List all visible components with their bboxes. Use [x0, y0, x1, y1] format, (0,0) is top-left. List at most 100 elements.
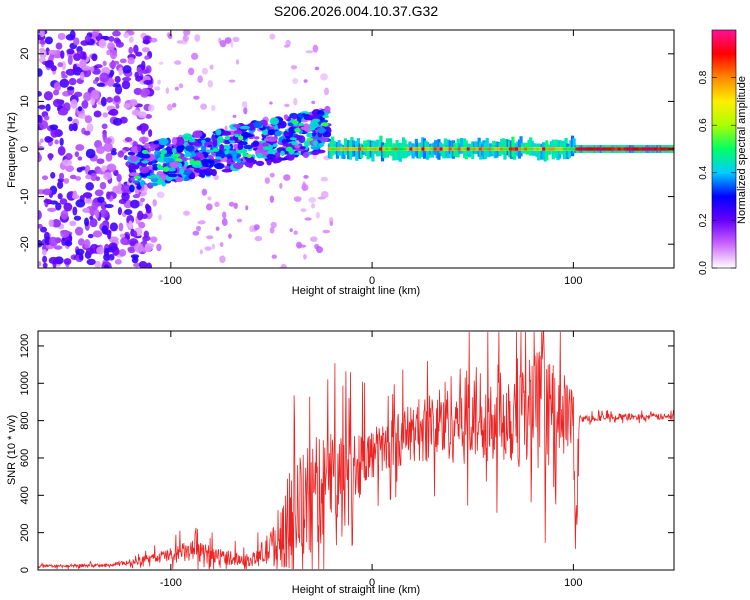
spectrogram-cell: [235, 59, 240, 65]
spectrogram-cell: [59, 78, 70, 88]
spectrogram-cell: [450, 146, 454, 159]
spectrogram-cell: [350, 137, 354, 156]
snr-x-label: Height of straight line (km): [292, 584, 420, 596]
spectrogram-cell: [293, 230, 298, 235]
spectrogram-cell: [94, 76, 100, 82]
spectrogram-cell: [38, 146, 45, 151]
spectrogram-cell: [85, 148, 96, 159]
spectrogram-cell: [519, 136, 523, 157]
spectrogram-cell: [393, 144, 398, 160]
x-tick-label: 100: [564, 577, 582, 589]
spectrogram-cell: [142, 39, 150, 45]
spectrogram-cell: [83, 92, 92, 102]
spectrogram-cell: [137, 210, 144, 221]
spectrogram-cell: [138, 221, 146, 229]
spectrogram-cell: [63, 102, 71, 112]
spectrogram-cell: [287, 122, 294, 127]
spectrogram-cell: [237, 135, 244, 141]
spectrogram-cell: [103, 264, 110, 268]
spectrogram-cell: [102, 112, 109, 118]
spectrogram-cell: [232, 154, 237, 162]
spectrogram-cell: [201, 67, 208, 75]
spectrogram-cell: [57, 109, 68, 116]
spectrogram-cell: [493, 145, 497, 159]
spectrogram-cell: [215, 129, 222, 136]
spectrogram-cell: [209, 64, 214, 70]
spectrogram-cell: [484, 142, 488, 160]
spectrogram-cell: [511, 136, 515, 158]
spectrogram-cell: [58, 172, 65, 180]
spectrogram-cell: [372, 140, 377, 152]
spectrogram-cell: [138, 260, 148, 268]
spectrogram-cell: [236, 157, 242, 164]
colorbar: 0.0 0.2 0.4 0.6 0.8 Normalized spectral ampl…: [698, 29, 748, 275]
spectrogram-cell: [322, 229, 331, 234]
spectrogram-cell: [300, 208, 307, 213]
spectrogram-cell: [123, 32, 130, 39]
y-tick-label: 1000: [19, 371, 31, 395]
spectrogram-cell: [48, 256, 59, 265]
spectrogram-cell: [105, 152, 113, 162]
spectrogram-cell: [178, 83, 184, 89]
spectrogram-cell: [212, 140, 218, 148]
spectrogram-cell: [303, 174, 309, 179]
spectrogram-cell: [274, 130, 282, 137]
x-tick-label: -100: [160, 275, 182, 287]
spectrogram-cell: [311, 151, 320, 156]
spectrogram-cell: [413, 145, 417, 157]
spectrogram-cell: [291, 120, 299, 125]
spectrogram-cell: [194, 34, 201, 42]
spectrogram-cell: [283, 44, 290, 48]
spectrogram-cell: [175, 176, 184, 183]
spectrogram-cell: [74, 226, 84, 236]
spectrogram-cell: [269, 195, 275, 203]
y-tick-label: 1200: [19, 334, 31, 358]
spectrogram-cell: [283, 114, 289, 120]
spectrogram-cell: [103, 172, 113, 181]
spectrogram-cell: [200, 169, 208, 174]
spectrogram-cell: [185, 151, 192, 158]
spectrogram-cell: [48, 219, 55, 227]
spectrogram-cell: [435, 144, 439, 159]
spectrogram-cell: [199, 249, 203, 255]
spectrogram-cell: [149, 37, 158, 43]
spectrogram-cell: [140, 197, 146, 203]
spectrogram-plot-area: [38, 30, 674, 268]
spectrogram-cell: [189, 158, 195, 165]
spectrogram-cell: [91, 53, 98, 62]
spectrogram-cell: [42, 188, 53, 196]
spectrogram-cell: [72, 206, 78, 216]
spectrogram-cell: [126, 214, 135, 225]
spectrogram-cell: [214, 201, 220, 208]
spectrogram-cell: [192, 130, 203, 138]
spectrogram-cell: [501, 138, 505, 155]
spectrogram-cell: [176, 40, 183, 44]
spectrogram-cell: [322, 115, 329, 119]
spectrogram-cell: [80, 50, 86, 60]
spectrogram-cell: [115, 103, 120, 109]
spectrogram-cell: [380, 142, 385, 162]
spectrogram-cell: [262, 146, 272, 151]
spectrogram-cell: [331, 136, 335, 156]
spectrogram-cell: [329, 221, 334, 226]
spectrogram-cell: [96, 158, 105, 165]
spectrogram-cell: [234, 133, 240, 138]
spectrogram-cell: [94, 260, 101, 268]
spectrogram-cell: [57, 32, 66, 41]
spectrogram-cell: [78, 113, 87, 119]
colorbar-tick-label: 0.0: [698, 261, 709, 275]
spectrogram-cell: [303, 140, 311, 147]
spectrogram-cell: [133, 242, 144, 253]
spectrogram-cell: [139, 165, 150, 174]
spectrogram-cell: [144, 243, 153, 252]
spectrogram-cell: [122, 76, 132, 82]
spectrogram-cell: [48, 236, 59, 247]
spectrogram-cell: [147, 83, 153, 89]
spectrogram-cell: [128, 46, 134, 55]
spectrogram-cell: [38, 114, 43, 124]
spectrogram-cell: [86, 258, 96, 266]
spectrogram-cell: [112, 117, 123, 126]
spectrogram-cell: [168, 33, 173, 40]
spectrogram-cell: [153, 140, 160, 145]
spectrogram-cell: [198, 220, 206, 225]
